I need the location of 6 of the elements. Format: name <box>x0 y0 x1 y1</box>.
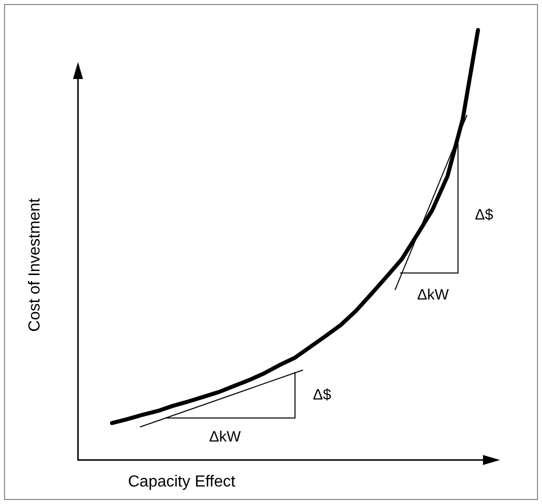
annotation: Δ$ <box>312 386 332 404</box>
annotation: Δ$ <box>474 206 494 224</box>
annotation: ΔkW <box>417 286 450 304</box>
y-axis-title: Cost of Investment <box>26 198 44 332</box>
annotation: ΔkW <box>209 428 242 446</box>
x-axis-title: Capacity Effect <box>128 474 236 490</box>
